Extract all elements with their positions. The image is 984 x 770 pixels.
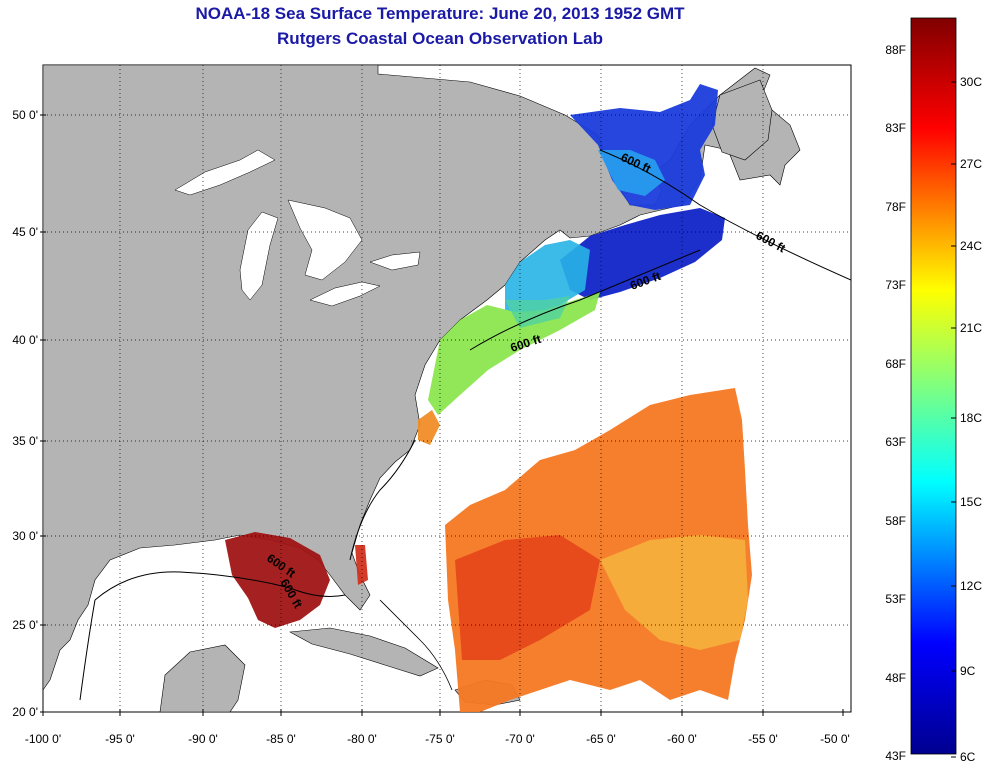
colorbar-c-label: 30C: [960, 75, 982, 89]
colorbar-f-label: 43F: [885, 749, 906, 763]
longitude-tick-label: -70 0': [505, 732, 535, 746]
latitude-tick-label: 45 0': [12, 225, 38, 239]
sst-florida-strait: [355, 545, 368, 585]
colorbar-c-label: 18C: [960, 411, 982, 425]
land-cuba: [289, 627, 439, 677]
lake-superior: [174, 149, 276, 196]
contour-bahamas: [379, 599, 453, 691]
colorbar: [910, 17, 957, 755]
sst-warm-band: [600, 535, 748, 650]
latitude-tick-label: 25 0': [12, 618, 38, 632]
latitude-ticks: 50 0' 45 0' 40 0' 35 0' 30 0' 25 0' 20 0': [12, 108, 46, 719]
colorbar-c-label: 24C: [960, 239, 982, 253]
latitude-tick-label: 50 0': [12, 108, 38, 122]
longitude-tick-label: -65 0': [586, 732, 616, 746]
sst-gulf-of-mexico: [225, 532, 330, 628]
land-yucatan: [159, 644, 246, 712]
colorbar-c-label: 12C: [960, 579, 982, 593]
land-newfoundland: [711, 79, 773, 161]
contour-600ft-west-gulf: [79, 599, 96, 701]
lake-erie: [309, 281, 381, 307]
sst-hot-band: [455, 535, 600, 660]
latitude-tick-label: 20 0': [12, 705, 38, 719]
colorbar-f-label: 63F: [885, 435, 906, 449]
latitude-tick-label: 35 0': [12, 434, 38, 448]
longitude-ticks: -100 0' -95 0' -90 0' -85 0' -80 0' -75 0' -70…: [25, 709, 850, 746]
map-grid: [43, 65, 851, 712]
latitude-tick-label: 30 0': [12, 529, 38, 543]
colorbar-f-label: 83F: [885, 121, 906, 135]
colorbar-f-label: 48F: [885, 671, 906, 685]
lake-huron: [287, 199, 363, 281]
sst-shelf-break: [505, 296, 570, 328]
colorbar-c-label: 6C: [960, 750, 976, 764]
colorbar-f-label: 53F: [885, 592, 906, 606]
contour-600ft-gulf: [94, 571, 346, 601]
sst-mid-atlantic-bight: [428, 292, 600, 415]
colorbar-c-label: 15C: [960, 495, 982, 509]
colorbar-f-label: 68F: [885, 357, 906, 371]
longitude-tick-label: -100 0': [25, 732, 61, 746]
contour-600ft-shelf: [469, 249, 701, 351]
lake-michigan: [239, 211, 279, 301]
map-subtitle: Rutgers Coastal Ocean Observation Lab: [277, 29, 603, 48]
longitude-tick-label: -60 0': [667, 732, 697, 746]
longitude-tick-label: -80 0': [347, 732, 377, 746]
sst-cape-hatteras: [418, 410, 440, 445]
colorbar-f-label: 73F: [885, 278, 906, 292]
longitude-tick-label: -90 0': [188, 732, 218, 746]
colorbar-f-label: 58F: [885, 514, 906, 528]
colorbar-f-label: 88F: [885, 43, 906, 57]
colorbar-c-label: 9C: [960, 664, 976, 678]
colorbar-f-label: 78F: [885, 200, 906, 214]
longitude-tick-label: -95 0': [105, 732, 135, 746]
contour-600ft-southeast: [349, 439, 416, 561]
longitude-tick-label: -75 0': [425, 732, 455, 746]
longitude-tick-label: -55 0': [748, 732, 778, 746]
contour-600ft-north: [599, 149, 851, 281]
map-title: NOAA-18 Sea Surface Temperature: June 20…: [195, 4, 685, 23]
longitude-tick-label: -85 0': [266, 732, 296, 746]
colorbar-celsius-labels: 30C 27C 24C 21C 18C 15C 12C 9C 6C: [951, 75, 982, 764]
latitude-tick-label: 40 0': [12, 333, 38, 347]
sst-cool-patch: [598, 150, 665, 196]
sst-gulf-of-st-lawrence: [570, 84, 718, 210]
longitude-tick-label: -50 0': [820, 732, 850, 746]
colorbar-fahrenheit-labels: 88F 83F 78F 73F 68F 63F 58F 53F 48F 43F: [885, 43, 906, 763]
lake-ontario: [369, 251, 421, 271]
colorbar-c-label: 27C: [960, 157, 982, 171]
colorbar-c-label: 21C: [960, 321, 982, 335]
